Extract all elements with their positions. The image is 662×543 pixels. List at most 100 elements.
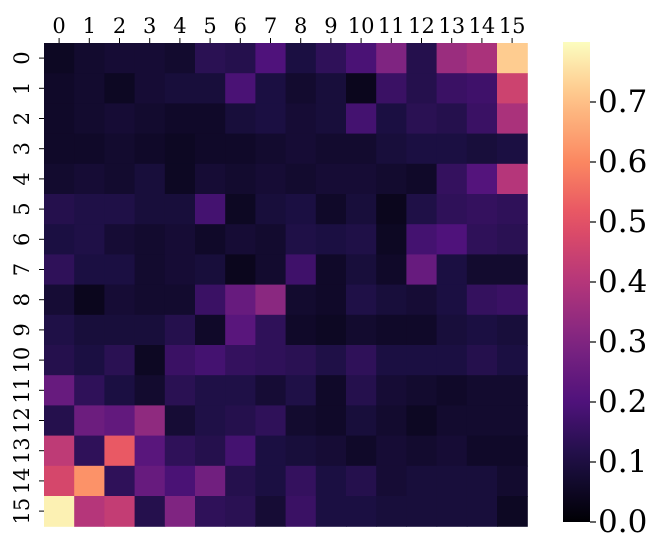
heatmap-cell-r8-c1 [74, 284, 105, 316]
heatmap-cell-r7-c13 [436, 254, 468, 286]
heatmap-cell-r1-c2 [104, 73, 136, 104]
heatmap-cell-r14-c0 [44, 465, 75, 497]
heatmap-cell-r9-c10 [346, 314, 377, 346]
heatmap-cell-r3-c6 [225, 133, 256, 165]
heatmap-cell-r4-c2 [104, 163, 136, 195]
y-tick-label: 14 [10, 468, 34, 495]
heatmap-cell-r15-c6 [225, 496, 256, 527]
heatmap-cell-r8-c10 [346, 284, 377, 316]
heatmap-cell-r15-c2 [104, 496, 136, 527]
heatmap-cell-r4-c12 [406, 163, 438, 195]
heatmap-cell-r10-c1 [74, 345, 105, 376]
heatmap-cell-r11-c0 [44, 375, 75, 406]
heatmap-cell-r11-c8 [285, 375, 317, 406]
heatmap-cell-r11-c1 [74, 375, 105, 406]
y-tick-label: 8 [10, 293, 34, 306]
heatmap-cell-r12-c11 [376, 405, 407, 437]
heatmap-cell-r14-c12 [406, 465, 438, 497]
heatmap-cell-r6-c6 [225, 224, 256, 255]
heatmap-cell-r3-c12 [406, 133, 438, 165]
heatmap-cell-r2-c14 [466, 103, 498, 135]
colorbar-tick-label: 0.5 [598, 204, 647, 240]
colorbar-tick-label: 0.1 [598, 444, 647, 480]
heatmap-cell-r9-c11 [376, 314, 407, 346]
heatmap-cell-r12-c3 [134, 405, 166, 437]
y-tick-label: 10 [10, 347, 34, 374]
heatmap-cell-r14-c1 [74, 465, 105, 497]
heatmap-cell-r15-c4 [164, 496, 196, 527]
heatmap-cell-r5-c1 [74, 194, 105, 225]
heatmap-cell-r6-c7 [255, 224, 287, 255]
heatmap-cell-r14-c15 [497, 465, 528, 497]
y-tick-label: 7 [10, 263, 34, 276]
heatmap-cell-r5-c15 [497, 194, 528, 225]
heatmap-cell-r8-c2 [104, 284, 136, 316]
heatmap-cell-r9-c3 [134, 314, 166, 346]
heatmap-cell-r11-c13 [436, 375, 468, 406]
heatmap-cell-r12-c7 [255, 405, 287, 437]
heatmap-cell-r3-c3 [134, 133, 166, 165]
heatmap-cell-r8-c13 [436, 284, 468, 316]
heatmap-cell-r5-c11 [376, 194, 407, 225]
x-tick-label: 8 [294, 14, 307, 38]
heatmap-cell-r6-c10 [346, 224, 377, 255]
heatmap-cell-r12-c10 [346, 405, 377, 437]
heatmap-cell-r4-c11 [376, 163, 407, 195]
heatmap-cell-r7-c12 [406, 254, 438, 286]
heatmap-cell-r15-c12 [406, 496, 438, 527]
heatmap-cell-r4-c3 [134, 163, 166, 195]
heatmap-cell-r8-c12 [406, 284, 438, 316]
x-tick-label: 1 [83, 14, 96, 38]
heatmap-cell-r7-c14 [466, 254, 498, 286]
heatmap-cell-r7-c4 [164, 254, 196, 286]
heatmap-cell-r15-c5 [195, 496, 226, 527]
heatmap-cell-r11-c6 [225, 375, 256, 406]
heatmap-cell-r0-c0 [44, 43, 75, 74]
x-tick-label: 13 [438, 14, 465, 38]
heatmap-cell-r1-c6 [225, 73, 256, 104]
heatmap-cell-r1-c11 [376, 73, 407, 104]
x-tick-label: 3 [143, 14, 156, 38]
heatmap-cell-r6-c3 [134, 224, 166, 255]
heatmap-cell-r6-c13 [436, 224, 468, 255]
heatmap-cell-r3-c13 [436, 133, 468, 165]
heatmap-cell-r10-c4 [164, 345, 196, 376]
heatmap-cell-r1-c13 [436, 73, 468, 104]
heatmap-cell-r13-c4 [164, 435, 196, 467]
heatmap-cell-r5-c0 [44, 194, 75, 225]
heatmap-cell-r7-c11 [376, 254, 407, 286]
heatmap-cell-r8-c5 [195, 284, 226, 316]
heatmap-cell-r5-c14 [466, 194, 498, 225]
heatmap-cell-r4-c9 [315, 163, 347, 195]
heatmap-cell-r10-c13 [436, 345, 468, 376]
heatmap-cell-r11-c9 [315, 375, 347, 406]
heatmap-cell-r15-c15 [497, 496, 528, 527]
heatmap-cell-r7-c3 [134, 254, 166, 286]
heatmap-cell-r15-c10 [346, 496, 377, 527]
heatmap-cell-r9-c8 [285, 314, 317, 346]
heatmap-cell-r2-c11 [376, 103, 407, 135]
y-tick-label: 11 [10, 377, 34, 404]
x-tick-label: 4 [173, 14, 186, 38]
heatmap-cell-r7-c10 [346, 254, 377, 286]
heatmap-cell-r2-c10 [346, 103, 377, 135]
heatmap-cell-r12-c6 [225, 405, 256, 437]
heatmap-cell-r8-c4 [164, 284, 196, 316]
heatmap-cell-r3-c8 [285, 133, 317, 165]
heatmap-cell-r10-c3 [134, 345, 166, 376]
heatmap-cell-r12-c0 [44, 405, 75, 437]
x-tick-label: 14 [469, 14, 496, 38]
heatmap-cell-r10-c14 [466, 345, 498, 376]
heatmap-cell-r0-c1 [74, 43, 105, 74]
heatmap-cell-r7-c15 [497, 254, 528, 286]
heatmap-cell-r10-c2 [104, 345, 136, 376]
heatmap-cell-r9-c1 [74, 314, 105, 346]
heatmap-cell-r5-c10 [346, 194, 377, 225]
heatmap-cell-r14-c10 [346, 465, 377, 497]
colorbar-tick-label: 0.6 [598, 144, 647, 180]
heatmap-cell-r5-c13 [436, 194, 468, 225]
heatmap-cell-r4-c0 [44, 163, 75, 195]
heatmap-cell-r9-c15 [497, 314, 528, 346]
heatmap-cell-r12-c1 [74, 405, 105, 437]
heatmap-cell-r11-c14 [466, 375, 498, 406]
